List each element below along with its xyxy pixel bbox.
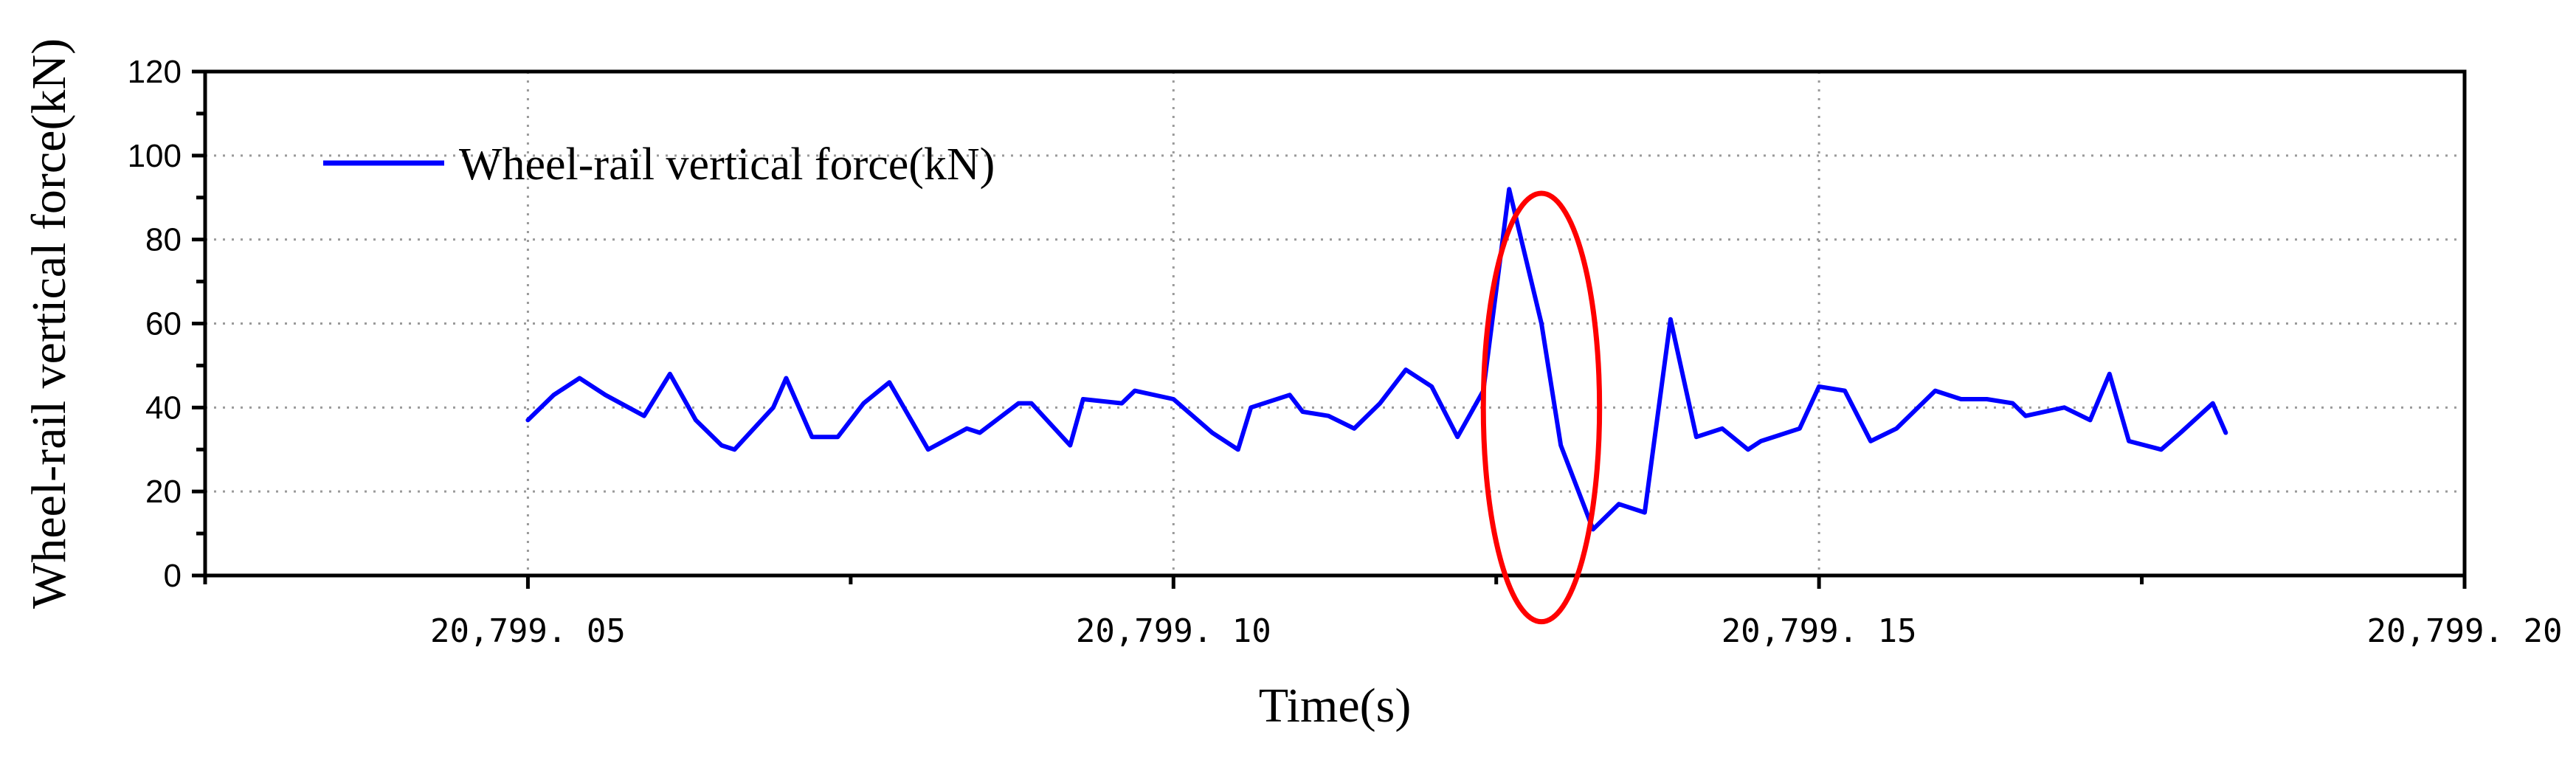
y-tick-label: 100 — [128, 138, 182, 174]
annotation-layer — [1480, 190, 1603, 625]
legend-label: Wheel-rail vertical force(kN) — [459, 139, 995, 190]
legend: Wheel-rail vertical force(kN) — [323, 139, 995, 190]
y-tick-label: 80 — [145, 222, 182, 258]
y-tick-label: 0 — [164, 558, 182, 594]
y-tick-label: 40 — [145, 390, 182, 426]
y-tick-label: 120 — [128, 54, 182, 90]
highlight-ellipse — [1480, 190, 1603, 625]
y-axis-title: Wheel-rail vertical force(kN) — [22, 38, 76, 609]
x-tick-label: 20,799. 05 — [430, 612, 626, 650]
series-line — [525, 187, 2228, 532]
x-axis-title: Time(s) — [1259, 679, 1412, 733]
x-tick-label: 20,799. 10 — [1076, 612, 1271, 650]
y-tick-label: 60 — [145, 306, 182, 342]
x-tick-label: 20,799. 15 — [1722, 612, 1917, 650]
y-axis-tick-labels: 0 20 40 60 80 100 120 — [128, 54, 182, 594]
axis-ticks — [192, 69, 2467, 589]
y-tick-label: 20 — [145, 474, 182, 510]
series-layer — [525, 187, 2228, 532]
x-axis-tick-labels: 20,799. 05 20,799. 10 20,799. 15 20,799. 20 — [430, 612, 2562, 650]
x-tick-label: 20,799. 20 — [2367, 612, 2563, 650]
